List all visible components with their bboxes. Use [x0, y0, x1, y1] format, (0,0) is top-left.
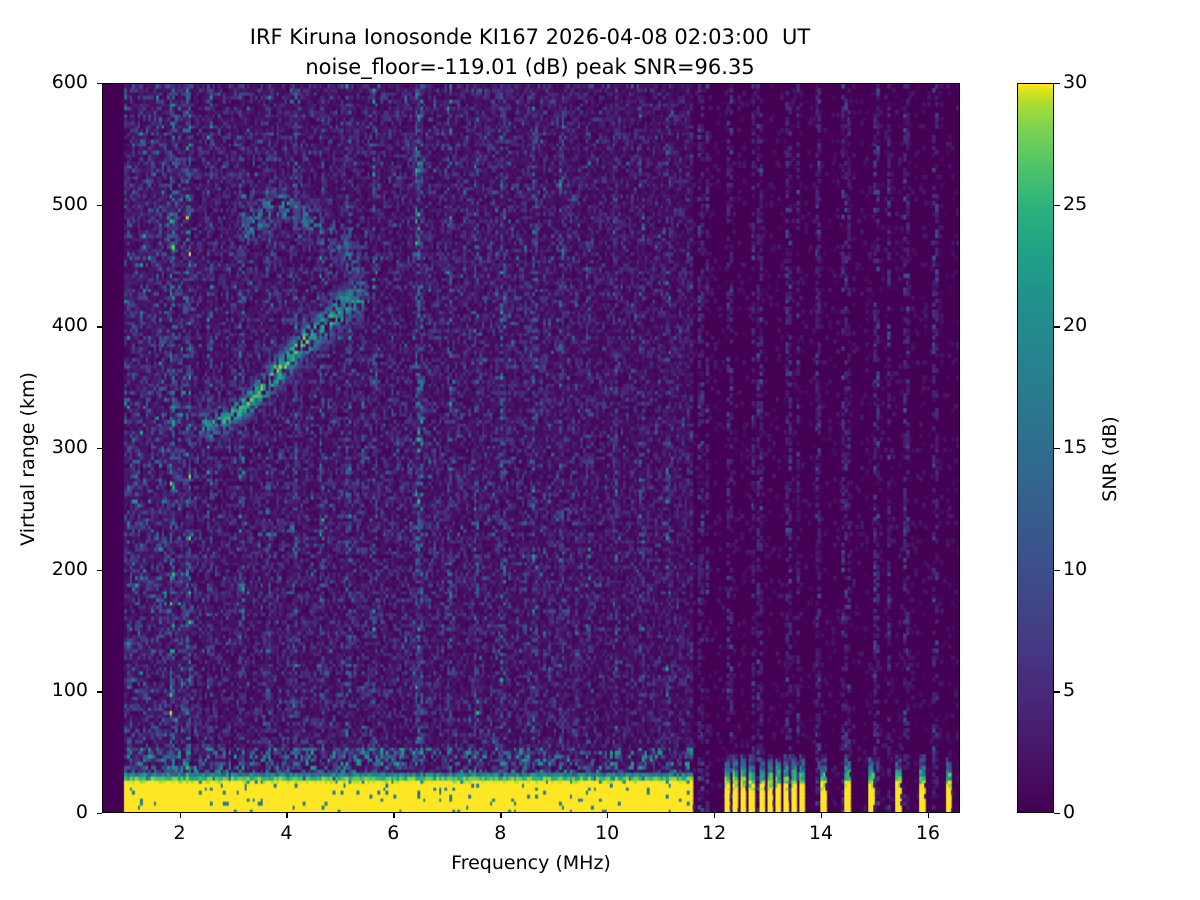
colorbar-tick-label: 25	[1063, 192, 1088, 215]
y-tick-mark	[97, 448, 102, 450]
x-axis-label: Frequency (MHz)	[451, 852, 611, 874]
y-tick-label: 0	[75, 801, 88, 823]
colorbar-tick-mark	[1054, 691, 1060, 693]
y-tick-label: 100	[51, 679, 88, 702]
colorbar-tick-label: 15	[1063, 436, 1088, 458]
x-tick-mark	[500, 813, 502, 818]
x-tick-label: 10	[595, 822, 620, 844]
colorbar-tick-label: 5	[1063, 679, 1076, 702]
y-tick-mark	[97, 569, 102, 571]
ionogram-heatmap	[103, 84, 959, 812]
x-tick-label: 8	[494, 822, 507, 844]
colorbar-tick-mark	[1054, 326, 1060, 328]
colorbar-gradient	[1017, 83, 1054, 813]
x-tick-mark	[393, 813, 395, 818]
figure-title-line-1: IRF Kiruna Ionosonde KI167 2026-04-08 02…	[249, 25, 811, 49]
y-tick-mark	[97, 204, 102, 206]
ionogram-plot-area	[102, 83, 960, 813]
y-tick-label: 500	[51, 192, 88, 215]
x-tick-mark	[927, 813, 930, 818]
x-tick-label: 14	[808, 822, 834, 844]
y-tick-label: 200	[51, 557, 88, 580]
colorbar-label: SNR (dB)	[1099, 416, 1121, 502]
y-axis-label: Virtual range (km)	[17, 372, 39, 546]
colorbar-tick-mark	[1054, 83, 1060, 85]
figure-title-line-2: noise_floor=-119.01 (dB) peak SNR=96.35	[305, 55, 755, 79]
y-tick-label: 400	[51, 314, 88, 337]
x-tick-mark	[179, 813, 181, 818]
x-tick-mark	[607, 813, 609, 818]
colorbar-tick-label: 0	[1063, 801, 1076, 823]
colorbar-tick-label: 10	[1063, 557, 1088, 580]
colorbar-tick-mark	[1054, 448, 1060, 450]
colorbar-tick-mark	[1054, 569, 1060, 571]
x-tick-label: 16	[915, 822, 941, 844]
x-tick-label: 4	[280, 822, 293, 844]
colorbar-tick-mark	[1054, 813, 1060, 815]
x-tick-mark	[714, 813, 716, 818]
colorbar-tick-label: 20	[1063, 314, 1088, 337]
x-tick-mark	[286, 813, 288, 818]
x-tick-mark	[821, 813, 823, 818]
y-tick-mark	[97, 326, 102, 328]
y-tick-label: 600	[51, 71, 88, 93]
y-tick-mark	[97, 691, 102, 693]
y-tick-mark	[97, 83, 102, 85]
x-tick-label: 12	[701, 822, 727, 844]
colorbar-tick-label: 30	[1063, 71, 1088, 93]
x-tick-label: 6	[387, 822, 400, 844]
y-tick-mark	[97, 813, 102, 815]
colorbar-tick-mark	[1054, 204, 1060, 206]
x-tick-label: 2	[173, 822, 186, 844]
y-tick-label: 300	[51, 436, 88, 458]
